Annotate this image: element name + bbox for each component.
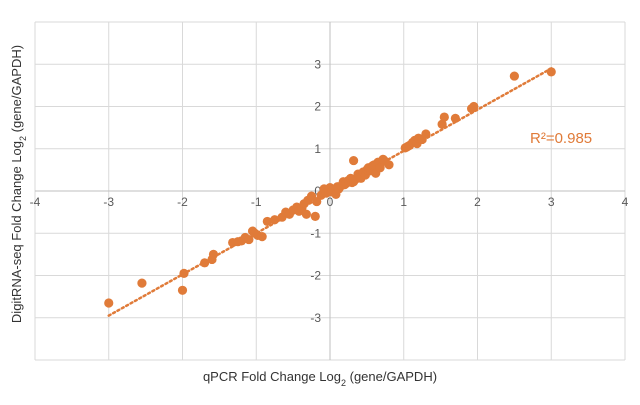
x-tick-label: -3 [103,195,114,209]
x-tick-label: 1 [400,195,407,209]
x-tick-label: -1 [251,195,262,209]
data-point [200,258,210,268]
x-axis-title-prefix: qPCR Fold Change Log [203,369,341,384]
x-tick-label: -4 [30,195,41,209]
x-tick-label: 4 [622,195,629,209]
data-point [469,101,479,112]
y-tick-label: 3 [314,57,321,71]
data-point [179,268,189,278]
data-point [439,112,449,122]
x-tick-label: 0 [327,195,334,209]
data-point [262,216,272,227]
data-point [384,160,394,170]
data-point [546,67,556,77]
data-point [310,211,320,221]
x-tick-label: 3 [548,195,555,209]
data-point [375,163,385,173]
y-tick-label: 2 [314,100,321,114]
y-axis-title: DigitRNA-seq Fold Change Log2 (gene/GAPD… [9,45,28,323]
y-tick-label: -3 [310,311,321,325]
data-point [177,285,188,295]
data-point [301,209,311,219]
data-point [137,278,147,288]
data-point [437,119,447,129]
r-squared-annotation: R²=0.985 [530,130,592,147]
data-point [450,113,460,123]
y-tick-label: -2 [310,269,321,283]
data-point [421,129,431,139]
y-tick-label: 1 [314,142,321,156]
x-tick-label: 2 [474,195,481,209]
x-axis-title: qPCR Fold Change Log2 (gene/GAPDH) [203,369,437,388]
y-tick-label: -1 [310,226,321,240]
data-point [244,234,254,245]
x-tick-label: -2 [177,195,188,209]
data-point [207,254,217,265]
x-axis-title-suffix: (gene/GAPDH) [346,369,437,384]
data-point [349,155,359,166]
y-axis-title-prefix: DigitRNA-seq Fold Change Log [9,141,24,323]
x-axis-title-subscript: 2 [341,378,346,388]
data-point [509,71,519,81]
data-points [104,67,556,308]
data-point [270,215,280,225]
tick-labels: -4 -3 -2 -1 0 1 2 3 4 -3 -2 -1 0 1 2 3 [30,57,629,325]
data-point [257,232,267,242]
y-axis-title-subscript: 2 [18,136,28,141]
y-axis-title-suffix: (gene/GAPDH) [9,45,24,136]
y-tick-label: 0 [314,184,321,198]
data-point [104,298,114,308]
